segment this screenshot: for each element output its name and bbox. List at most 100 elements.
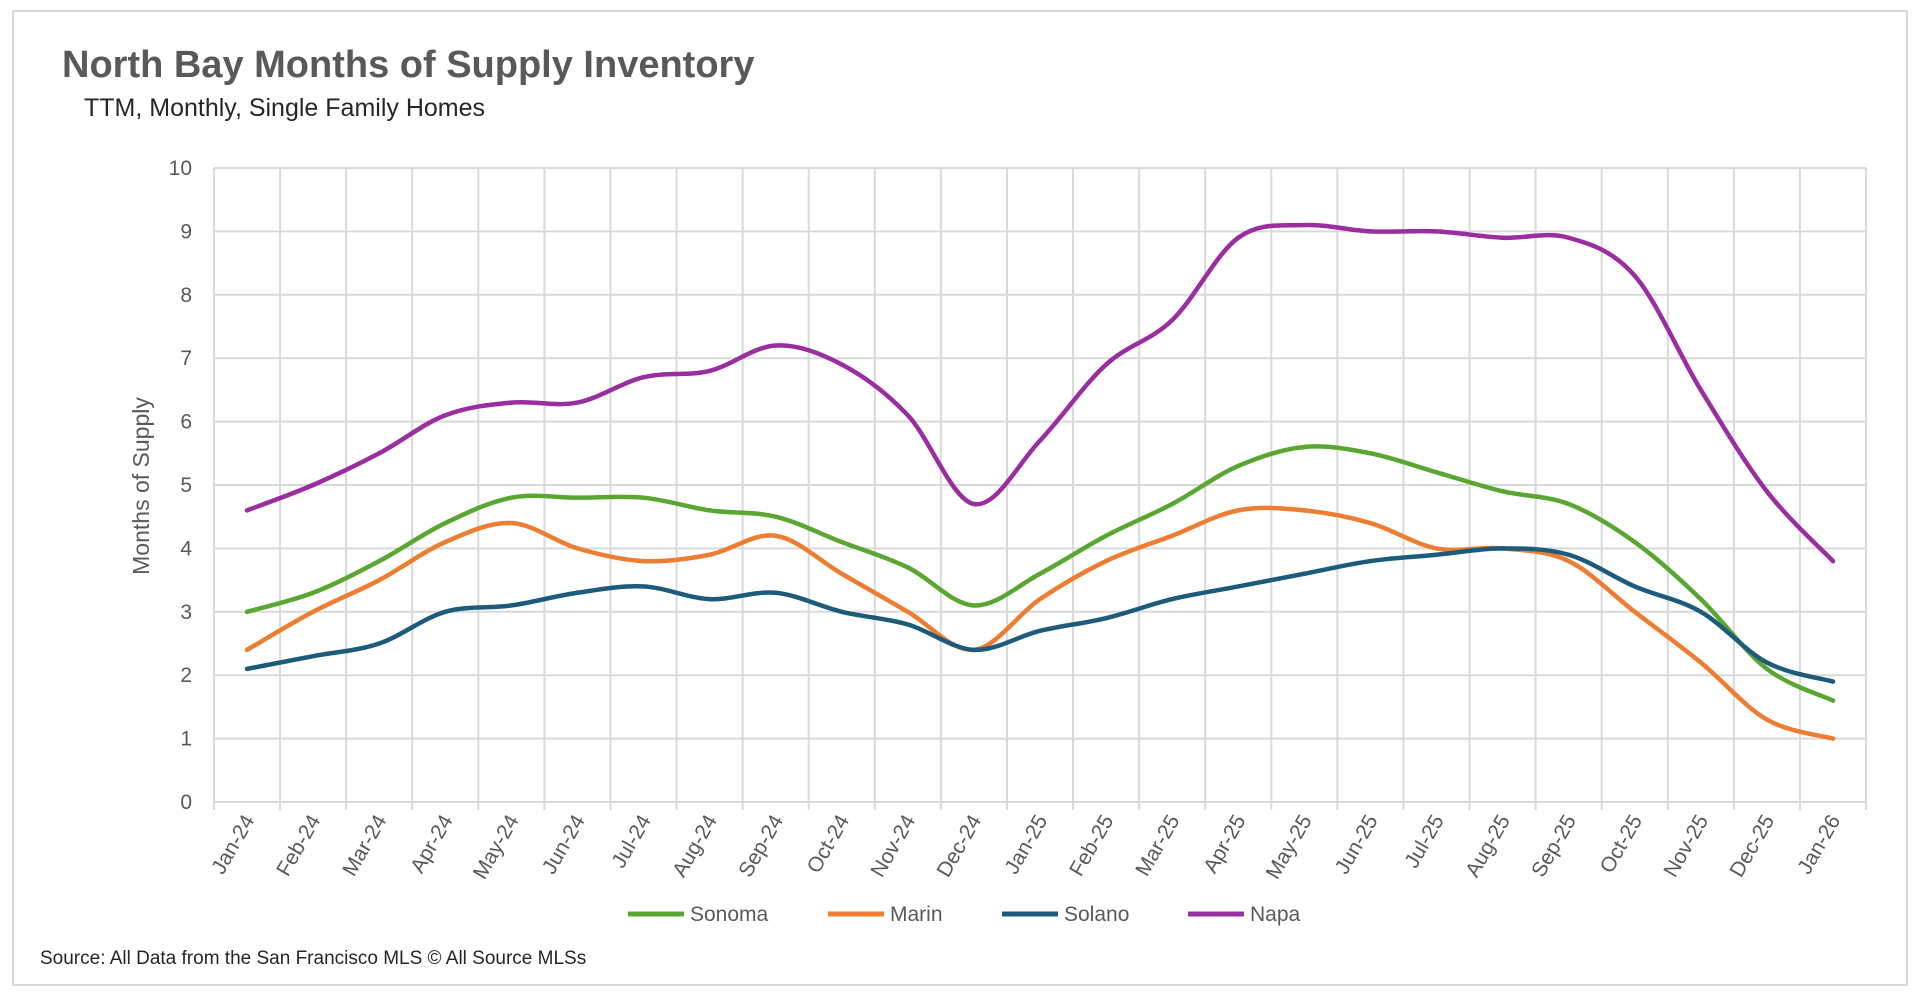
grid-lines: [213, 167, 1867, 810]
y-tick-label: 9: [180, 220, 192, 243]
x-tick-label: Jun-24: [538, 811, 590, 878]
x-tick-label: Jan-26: [1793, 811, 1845, 878]
data-point-solano: [310, 653, 316, 659]
x-tick-label: Jul-24: [607, 811, 656, 872]
data-point-solano: [1302, 571, 1307, 576]
data-point-sonoma: [905, 565, 911, 570]
data-point-sonoma: [1566, 501, 1571, 507]
data-point-solano: [1037, 628, 1043, 634]
data-point-napa: [310, 482, 316, 488]
source-note: Source: All Data from the San Francisco …: [40, 948, 587, 969]
data-point-marin: [443, 539, 448, 545]
data-point-napa: [443, 413, 448, 418]
data-point-napa: [1037, 438, 1043, 443]
data-point-solano: [1434, 552, 1439, 557]
data-point-napa: [641, 375, 646, 380]
data-point-napa: [509, 400, 514, 405]
chart-title: North Bay Months of Supply Inventory: [62, 44, 755, 86]
data-point-sonoma: [1830, 698, 1836, 703]
data-point-marin: [905, 609, 911, 614]
data-point-sonoma: [1169, 501, 1175, 507]
data-point-solano: [244, 666, 250, 672]
x-tick-label: Oct-24: [803, 811, 855, 877]
data-point-solano: [773, 590, 778, 595]
y-tick-label: 8: [180, 284, 192, 307]
data-point-solano: [1103, 615, 1109, 621]
x-tick-label: Sep-25: [1527, 811, 1581, 881]
x-tick-label: Nov-25: [1659, 811, 1713, 881]
legend-label-marin: Marin: [890, 903, 943, 926]
y-tick-label: 6: [180, 411, 192, 434]
data-point-marin: [1566, 558, 1571, 564]
data-point-solano: [1500, 546, 1505, 551]
data-point-marin: [1434, 546, 1439, 551]
data-point-sonoma: [773, 514, 778, 519]
data-point-solano: [1698, 609, 1704, 614]
data-point-sonoma: [310, 590, 316, 595]
data-point-napa: [1169, 317, 1175, 323]
data-point-marin: [1302, 508, 1307, 513]
data-point-marin: [1103, 558, 1109, 564]
data-point-sonoma: [1632, 539, 1637, 545]
series-line-solano: [244, 546, 1836, 684]
data-point-solano: [1566, 552, 1571, 557]
data-point-napa: [1632, 273, 1637, 278]
x-tick-label: Oct-25: [1596, 811, 1647, 877]
y-tick-label: 1: [180, 728, 192, 751]
data-point-sonoma: [1037, 571, 1043, 576]
data-point-sonoma: [575, 495, 580, 500]
x-tick-label: May-24: [469, 811, 524, 883]
data-point-napa: [1302, 222, 1307, 228]
x-tick-labels: Jan-24 Feb-24 Mar-24 Apr-24 May-24 Jun-24 Jul-…: [207, 811, 1845, 883]
series-line-marin: [244, 505, 1836, 741]
data-point-marin: [1764, 717, 1770, 722]
x-tick-label: Jun-25: [1331, 811, 1383, 878]
data-point-marin: [641, 558, 646, 564]
x-tick-label: Nov-24: [866, 811, 920, 881]
x-tick-label: Aug-24: [668, 811, 722, 881]
data-point-solano: [443, 609, 448, 614]
data-point-sonoma: [839, 539, 844, 545]
data-point-solano: [971, 647, 977, 653]
data-point-napa: [1500, 235, 1505, 240]
data-point-marin: [509, 520, 514, 526]
data-point-marin: [1632, 609, 1637, 614]
data-point-napa: [1236, 235, 1241, 240]
data-point-sonoma: [971, 603, 977, 608]
data-point-solano: [575, 590, 580, 595]
data-point-solano: [641, 584, 646, 589]
data-point-marin: [310, 609, 316, 614]
x-tick-label: Jan-25: [1000, 811, 1052, 878]
y-tick-label: 2: [180, 664, 192, 687]
data-point-marin: [773, 533, 778, 538]
data-point-solano: [1830, 679, 1836, 684]
x-tick-label: Apr-24: [406, 811, 458, 877]
y-tick-label: 5: [180, 474, 192, 497]
x-tick-label: May-25: [1262, 811, 1317, 883]
data-point-solano: [707, 596, 712, 602]
data-point-marin: [1698, 660, 1704, 665]
series-line-napa: [244, 222, 1836, 564]
data-point-napa: [707, 368, 712, 374]
y-axis-title: Months of Supply: [128, 397, 154, 575]
data-point-napa: [1566, 235, 1571, 240]
data-point-sonoma: [1500, 489, 1505, 494]
data-point-marin: [839, 571, 844, 576]
data-point-sonoma: [1764, 666, 1770, 672]
data-point-napa: [244, 508, 250, 513]
x-tick-label: Mar-25: [1131, 811, 1184, 880]
data-point-sonoma: [1698, 596, 1704, 602]
data-point-marin: [575, 546, 580, 551]
data-point-napa: [839, 362, 844, 367]
data-point-napa: [1434, 229, 1439, 234]
x-tick-label: Apr-25: [1199, 811, 1250, 877]
y-tick-label: 3: [180, 601, 192, 624]
data-point-solano: [1169, 596, 1175, 602]
data-point-sonoma: [641, 495, 646, 500]
data-point-solano: [509, 603, 514, 608]
y-tick-label: 0: [180, 791, 192, 814]
data-point-solano: [905, 622, 911, 627]
data-point-sonoma: [1434, 470, 1439, 475]
x-tick-label: Feb-24: [272, 811, 325, 880]
